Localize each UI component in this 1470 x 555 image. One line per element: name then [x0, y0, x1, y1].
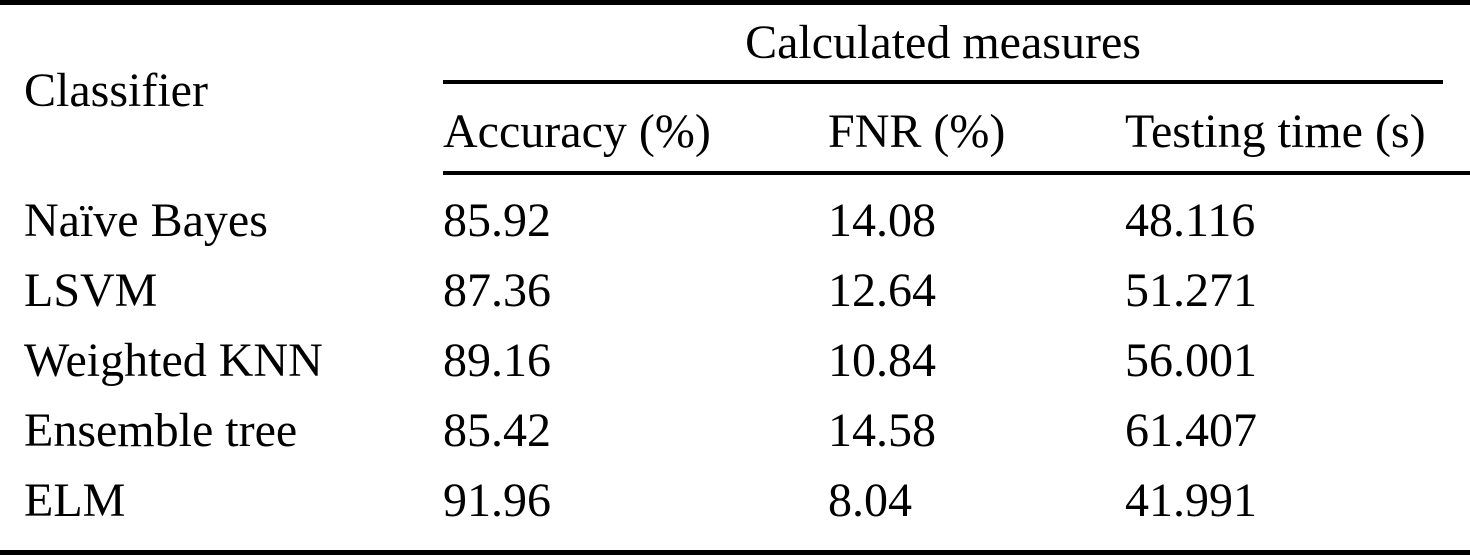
- classifier-name-cell: Ensemble tree: [0, 385, 443, 457]
- accuracy-cell: 87.36: [443, 245, 828, 317]
- classifier-name: Weighted KNN: [24, 334, 323, 387]
- testing-time-value: 61.407: [1125, 404, 1257, 457]
- testing-time-value: 41.991: [1125, 474, 1257, 527]
- fnr-cell: 12.64: [828, 245, 1125, 317]
- classifier-name-cell: ELM: [0, 455, 443, 527]
- fnr-value: 10.84: [828, 334, 936, 387]
- group-header-row: Classifier Calculated measures: [0, 5, 1470, 117]
- testing-time-cell: 56.001: [1125, 315, 1470, 387]
- testing-time-value: 51.271: [1125, 264, 1257, 317]
- fnr-value: 14.08: [828, 194, 936, 247]
- accuracy-cell: 85.42: [443, 385, 828, 457]
- table-row-naive-bayes: Naïve Bayes 85.92 14.08 48.116: [0, 175, 1470, 247]
- fnr-cell: 14.58: [828, 385, 1125, 457]
- column-header-testing-time: Testing time (s): [1125, 84, 1470, 175]
- fnr-cell: 8.04: [828, 455, 1125, 527]
- classifier-name-cell: Weighted KNN: [0, 315, 443, 387]
- group-header-label: Calculated measures: [745, 16, 1141, 69]
- column-header-accuracy-label: Accuracy (%): [443, 105, 711, 158]
- fnr-value: 12.64: [828, 264, 936, 317]
- fnr-value: 14.58: [828, 404, 936, 457]
- table-row-elm: ELM 91.96 8.04 41.991: [0, 455, 1470, 527]
- fnr-cell: 10.84: [828, 315, 1125, 387]
- column-header-accuracy: Accuracy (%): [443, 84, 828, 175]
- corner-header-classifier: Classifier: [0, 5, 443, 175]
- testing-time-value: 48.116: [1125, 194, 1256, 247]
- accuracy-cell: 85.92: [443, 175, 828, 247]
- table-row-weighted-knn: Weighted KNN 89.16 10.84 56.001: [0, 315, 1470, 387]
- testing-time-cell: 51.271: [1125, 245, 1470, 317]
- accuracy-value: 87.36: [443, 264, 551, 317]
- classifier-name-cell: Naïve Bayes: [0, 175, 443, 247]
- testing-time-value: 56.001: [1125, 334, 1257, 387]
- testing-time-cell: 61.407: [1125, 385, 1470, 457]
- testing-time-cell: 41.991: [1125, 455, 1470, 527]
- table-row-lsvm: LSVM 87.36 12.64 51.271: [0, 245, 1470, 317]
- group-header-calculated-measures: Calculated measures: [443, 5, 1470, 84]
- classifier-name: Naïve Bayes: [24, 194, 268, 247]
- column-header-row: Accuracy (%) FNR (%) Testing time (s): [0, 84, 1470, 175]
- accuracy-value: 85.42: [443, 404, 551, 457]
- column-header-fnr: FNR (%): [828, 84, 1125, 175]
- fnr-cell: 14.08: [828, 175, 1125, 247]
- corner-header-label: Classifier: [24, 63, 208, 117]
- accuracy-value: 89.16: [443, 334, 551, 387]
- classifier-results-table: Classifier Calculated measures Accuracy …: [0, 5, 1470, 527]
- accuracy-value: 91.96: [443, 474, 551, 527]
- classifier-name: Ensemble tree: [24, 404, 298, 457]
- testing-time-cell: 48.116: [1125, 175, 1470, 247]
- classifier-name: ELM: [24, 474, 126, 527]
- table-row-ensemble-tree: Ensemble tree 85.42 14.58 61.407: [0, 385, 1470, 457]
- fnr-value: 8.04: [828, 474, 912, 527]
- classifier-name-cell: LSVM: [0, 245, 443, 317]
- accuracy-value: 85.92: [443, 194, 551, 247]
- column-header-fnr-label: FNR (%): [828, 105, 1006, 158]
- accuracy-cell: 91.96: [443, 455, 828, 527]
- column-header-testing-time-label: Testing time (s): [1125, 105, 1426, 158]
- group-header-underline: Calculated measures: [443, 5, 1444, 84]
- accuracy-cell: 89.16: [443, 315, 828, 387]
- classifier-name: LSVM: [24, 264, 158, 317]
